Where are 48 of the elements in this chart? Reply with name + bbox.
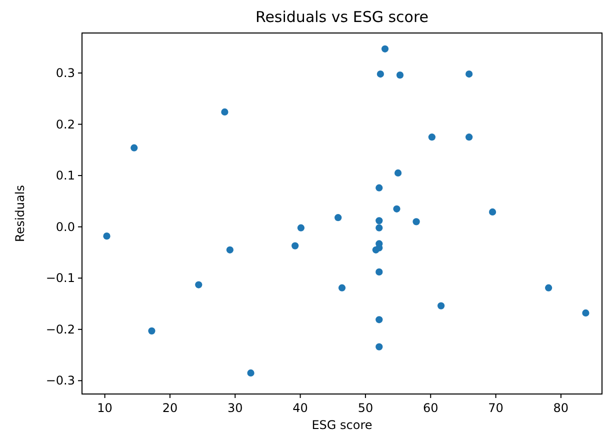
point bbox=[376, 184, 383, 192]
x-tick-label: 20 bbox=[162, 401, 178, 415]
point bbox=[226, 246, 234, 254]
point bbox=[488, 208, 496, 216]
point bbox=[376, 268, 383, 276]
point bbox=[545, 284, 552, 292]
point bbox=[393, 205, 400, 212]
point bbox=[466, 70, 473, 78]
point bbox=[376, 217, 383, 224]
y-axis-title: Residuals bbox=[13, 185, 27, 242]
point bbox=[396, 71, 404, 79]
point bbox=[376, 343, 383, 350]
point bbox=[103, 232, 110, 240]
point bbox=[195, 281, 202, 288]
y-tick-label: −0.3 bbox=[46, 374, 75, 388]
y-tick-label: 0.0 bbox=[56, 220, 75, 234]
point bbox=[394, 169, 402, 177]
point bbox=[376, 70, 384, 78]
x-tick-label: 10 bbox=[97, 401, 112, 415]
y-tick-label: −0.1 bbox=[46, 271, 75, 286]
x-tick-label: 30 bbox=[227, 401, 243, 415]
point bbox=[247, 369, 254, 377]
point bbox=[297, 224, 305, 232]
y-tick-label: 0.1 bbox=[56, 168, 75, 183]
point bbox=[412, 218, 420, 226]
point bbox=[376, 316, 383, 324]
point bbox=[381, 45, 389, 52]
x-tick-label: 40 bbox=[292, 401, 308, 415]
point bbox=[292, 242, 299, 250]
point bbox=[334, 214, 342, 222]
point bbox=[130, 144, 138, 152]
point bbox=[221, 108, 228, 116]
x-tick-label: 60 bbox=[422, 401, 438, 415]
y-tick-label: 0.2 bbox=[56, 117, 75, 132]
point bbox=[376, 224, 383, 232]
point bbox=[148, 327, 156, 334]
x-tick-label: 50 bbox=[358, 401, 374, 415]
y-tick-label: −0.2 bbox=[46, 322, 75, 336]
point bbox=[428, 134, 436, 141]
chart-title: Residuals vs ESG score bbox=[255, 8, 429, 26]
point bbox=[437, 302, 445, 310]
point bbox=[338, 284, 346, 292]
point bbox=[582, 309, 590, 317]
x-axis-title: ESG score bbox=[312, 418, 372, 432]
y-tick-label: 0.3 bbox=[56, 66, 75, 80]
point bbox=[466, 134, 473, 141]
x-tick-label: 70 bbox=[488, 401, 504, 415]
x-tick-label: 80 bbox=[553, 401, 569, 415]
